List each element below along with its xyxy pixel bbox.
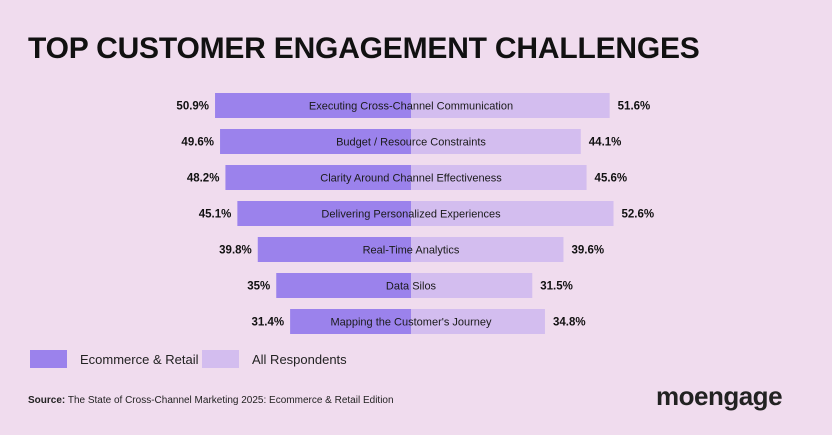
- source-prefix: Source:: [28, 395, 66, 406]
- category-label: Delivering Personalized Experiences: [321, 209, 501, 221]
- value-label-all-respondents: 34.8%: [553, 317, 586, 329]
- source-text: The State of Cross-Channel Marketing 202…: [65, 395, 394, 406]
- value-label-ecommerce-retail: 31.4%: [252, 317, 285, 329]
- value-label-ecommerce-retail: 45.1%: [199, 209, 232, 221]
- value-label-ecommerce-retail: 39.8%: [219, 245, 252, 257]
- moengage-logo: moengage: [656, 381, 783, 411]
- bar-all-respondents: [411, 129, 581, 154]
- legend-label-all-respondents: All Respondents: [252, 351, 347, 367]
- legend-swatch-ecommerce: [30, 350, 67, 368]
- chart-title: TOP CUSTOMER ENGAGEMENT CHALLENGES: [28, 32, 700, 65]
- category-label: Data Silos: [386, 281, 437, 293]
- source-note: Source: The State of Cross-Channel Marke…: [28, 395, 394, 406]
- value-label-ecommerce-retail: 48.2%: [187, 173, 220, 185]
- bar-ecommerce-retail: [215, 93, 411, 118]
- value-label-ecommerce-retail: 49.6%: [181, 137, 214, 149]
- value-label-all-respondents: 31.5%: [540, 281, 573, 293]
- category-label: Clarity Around Channel Effectiveness: [320, 173, 502, 185]
- value-label-ecommerce-retail: 35%: [247, 281, 270, 293]
- value-label-all-respondents: 51.6%: [618, 101, 651, 113]
- bar-ecommerce-retail: [237, 201, 411, 226]
- value-label-ecommerce-retail: 50.9%: [176, 101, 209, 113]
- bar-all-respondents: [411, 165, 587, 190]
- bar-all-respondents: [411, 201, 614, 226]
- legend-item-ecommerce: Ecommerce & Retail: [30, 350, 198, 368]
- bar-ecommerce-retail: [276, 273, 411, 298]
- value-label-all-respondents: 44.1%: [589, 137, 622, 149]
- bar-all-respondents: [411, 93, 610, 118]
- value-label-all-respondents: 39.6%: [571, 245, 604, 257]
- bar-all-respondents: [411, 309, 545, 334]
- bar-all-respondents: [411, 237, 564, 262]
- category-label: Budget / Resource Constraints: [336, 137, 486, 149]
- diverging-bar-chart: 50.9% 51.6% Executing Cross-Channel Commun…: [176, 93, 655, 334]
- bar-ecommerce-retail: [220, 129, 411, 154]
- bar-ecommerce-retail: [290, 309, 411, 334]
- bar-all-respondents: [411, 273, 533, 298]
- category-label: Mapping the Customer's Journey: [330, 317, 492, 329]
- value-label-all-respondents: 45.6%: [595, 173, 628, 185]
- value-label-all-respondents: 52.6%: [622, 209, 655, 221]
- bar-ecommerce-retail: [257, 237, 411, 262]
- legend-label-ecommerce: Ecommerce & Retail: [80, 351, 199, 367]
- bar-ecommerce-retail: [225, 165, 411, 190]
- category-label: Executing Cross-Channel Communication: [309, 101, 513, 113]
- legend-swatch-all-respondents: [202, 350, 239, 368]
- category-label: Real-Time Analytics: [363, 245, 460, 257]
- legend-item-all-respondents: All Respondents: [202, 350, 347, 368]
